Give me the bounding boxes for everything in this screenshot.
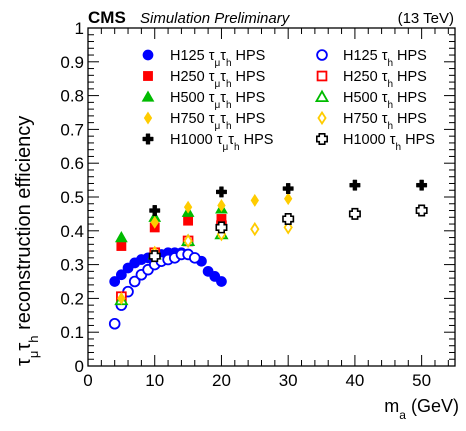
data-point [415,204,428,217]
y-tick-label: 0.7 [60,120,84,139]
legend-label: H125 τμτh HPS [170,48,265,69]
y-tick-label: 0.8 [60,87,84,106]
data-point [215,221,228,234]
x-tick-label: 40 [345,371,364,390]
data-point [117,291,126,305]
data-point [115,269,127,281]
y-tick-label: 0.2 [60,289,84,308]
y-tick-label: 0.5 [60,188,84,207]
axis-tick-labels: 0 10 20 30 40 50 0 0.1 0.2 0.3 0.4 0.5 0.6 0.7 0.8 0.9 1 [60,19,431,390]
data-point [183,215,194,226]
data-point [282,183,294,194]
data-point [217,199,226,212]
x-tick-label: 50 [412,371,431,390]
axis-ticks [87,27,455,367]
data-point [114,231,128,243]
legend: H125 τμτh HPS H125 τh HPS H250 τμτh HPS H25… [141,48,435,153]
legend-label: H500 τμτh HPS [170,90,265,111]
chart-header: CMS Simulation Preliminary (13 TeV) [88,8,454,27]
legend-label: H500 τh HPS [343,90,427,111]
x-tick-label: 0 [83,371,92,390]
data-point [128,275,141,288]
x-tick-label: 30 [279,371,298,390]
legend-marker [314,89,330,103]
legend-marker [316,133,328,145]
data-point [183,200,193,214]
data-point [183,233,193,249]
y-tick-label: 0.3 [60,256,84,275]
data-point [148,250,161,263]
data-point [282,212,295,225]
legend-marker [141,90,155,102]
data-point [348,207,361,220]
data-points [108,179,428,330]
legend-label: H750 τμτh HPS [170,111,265,132]
data-point [149,205,161,216]
legend-label: H250 τh HPS [343,69,427,90]
legend-label: H125 τh HPS [343,48,427,69]
legend-marker [316,49,328,61]
legend-marker [142,133,154,145]
legend-marker [316,70,328,82]
data-point [250,221,260,237]
y-tick-label: 0.9 [60,53,84,72]
legend-label: H1000 τμτh HPS [170,132,273,153]
data-point [108,317,121,330]
data-point [150,215,159,229]
data-point [216,276,227,287]
data-point [188,252,201,264]
subtitle-label: Simulation Preliminary [140,10,291,27]
y-axis-label: τμτh reconstruction efficiency [13,116,41,366]
legend-label: H250 τμτh HPS [170,69,265,90]
data-point [349,179,361,191]
x-tick-label: 10 [145,371,164,390]
data-point [216,186,227,198]
x-axis-label: ma (GeV) [384,396,459,422]
legend-marker [317,110,327,126]
legend-marker [143,71,153,81]
data-point [284,192,293,206]
y-tick-label: 0 [75,357,84,376]
energy-label: (13 TeV) [398,10,454,27]
x-tick-label: 20 [212,371,231,390]
y-tick-label: 0.4 [60,222,84,241]
data-point [416,179,428,191]
y-tick-label: 1 [75,19,84,38]
legend-marker [143,111,153,125]
data-point [109,276,121,287]
legend-marker [142,49,154,61]
legend-label: H750 τh HPS [343,111,427,132]
y-tick-label: 0.6 [60,154,84,173]
experiment-label: CMS [88,8,126,27]
y-tick-label: 0.1 [60,323,84,342]
data-point [116,241,127,251]
legend-label: H1000 τh HPS [343,132,435,153]
data-point [250,193,259,207]
